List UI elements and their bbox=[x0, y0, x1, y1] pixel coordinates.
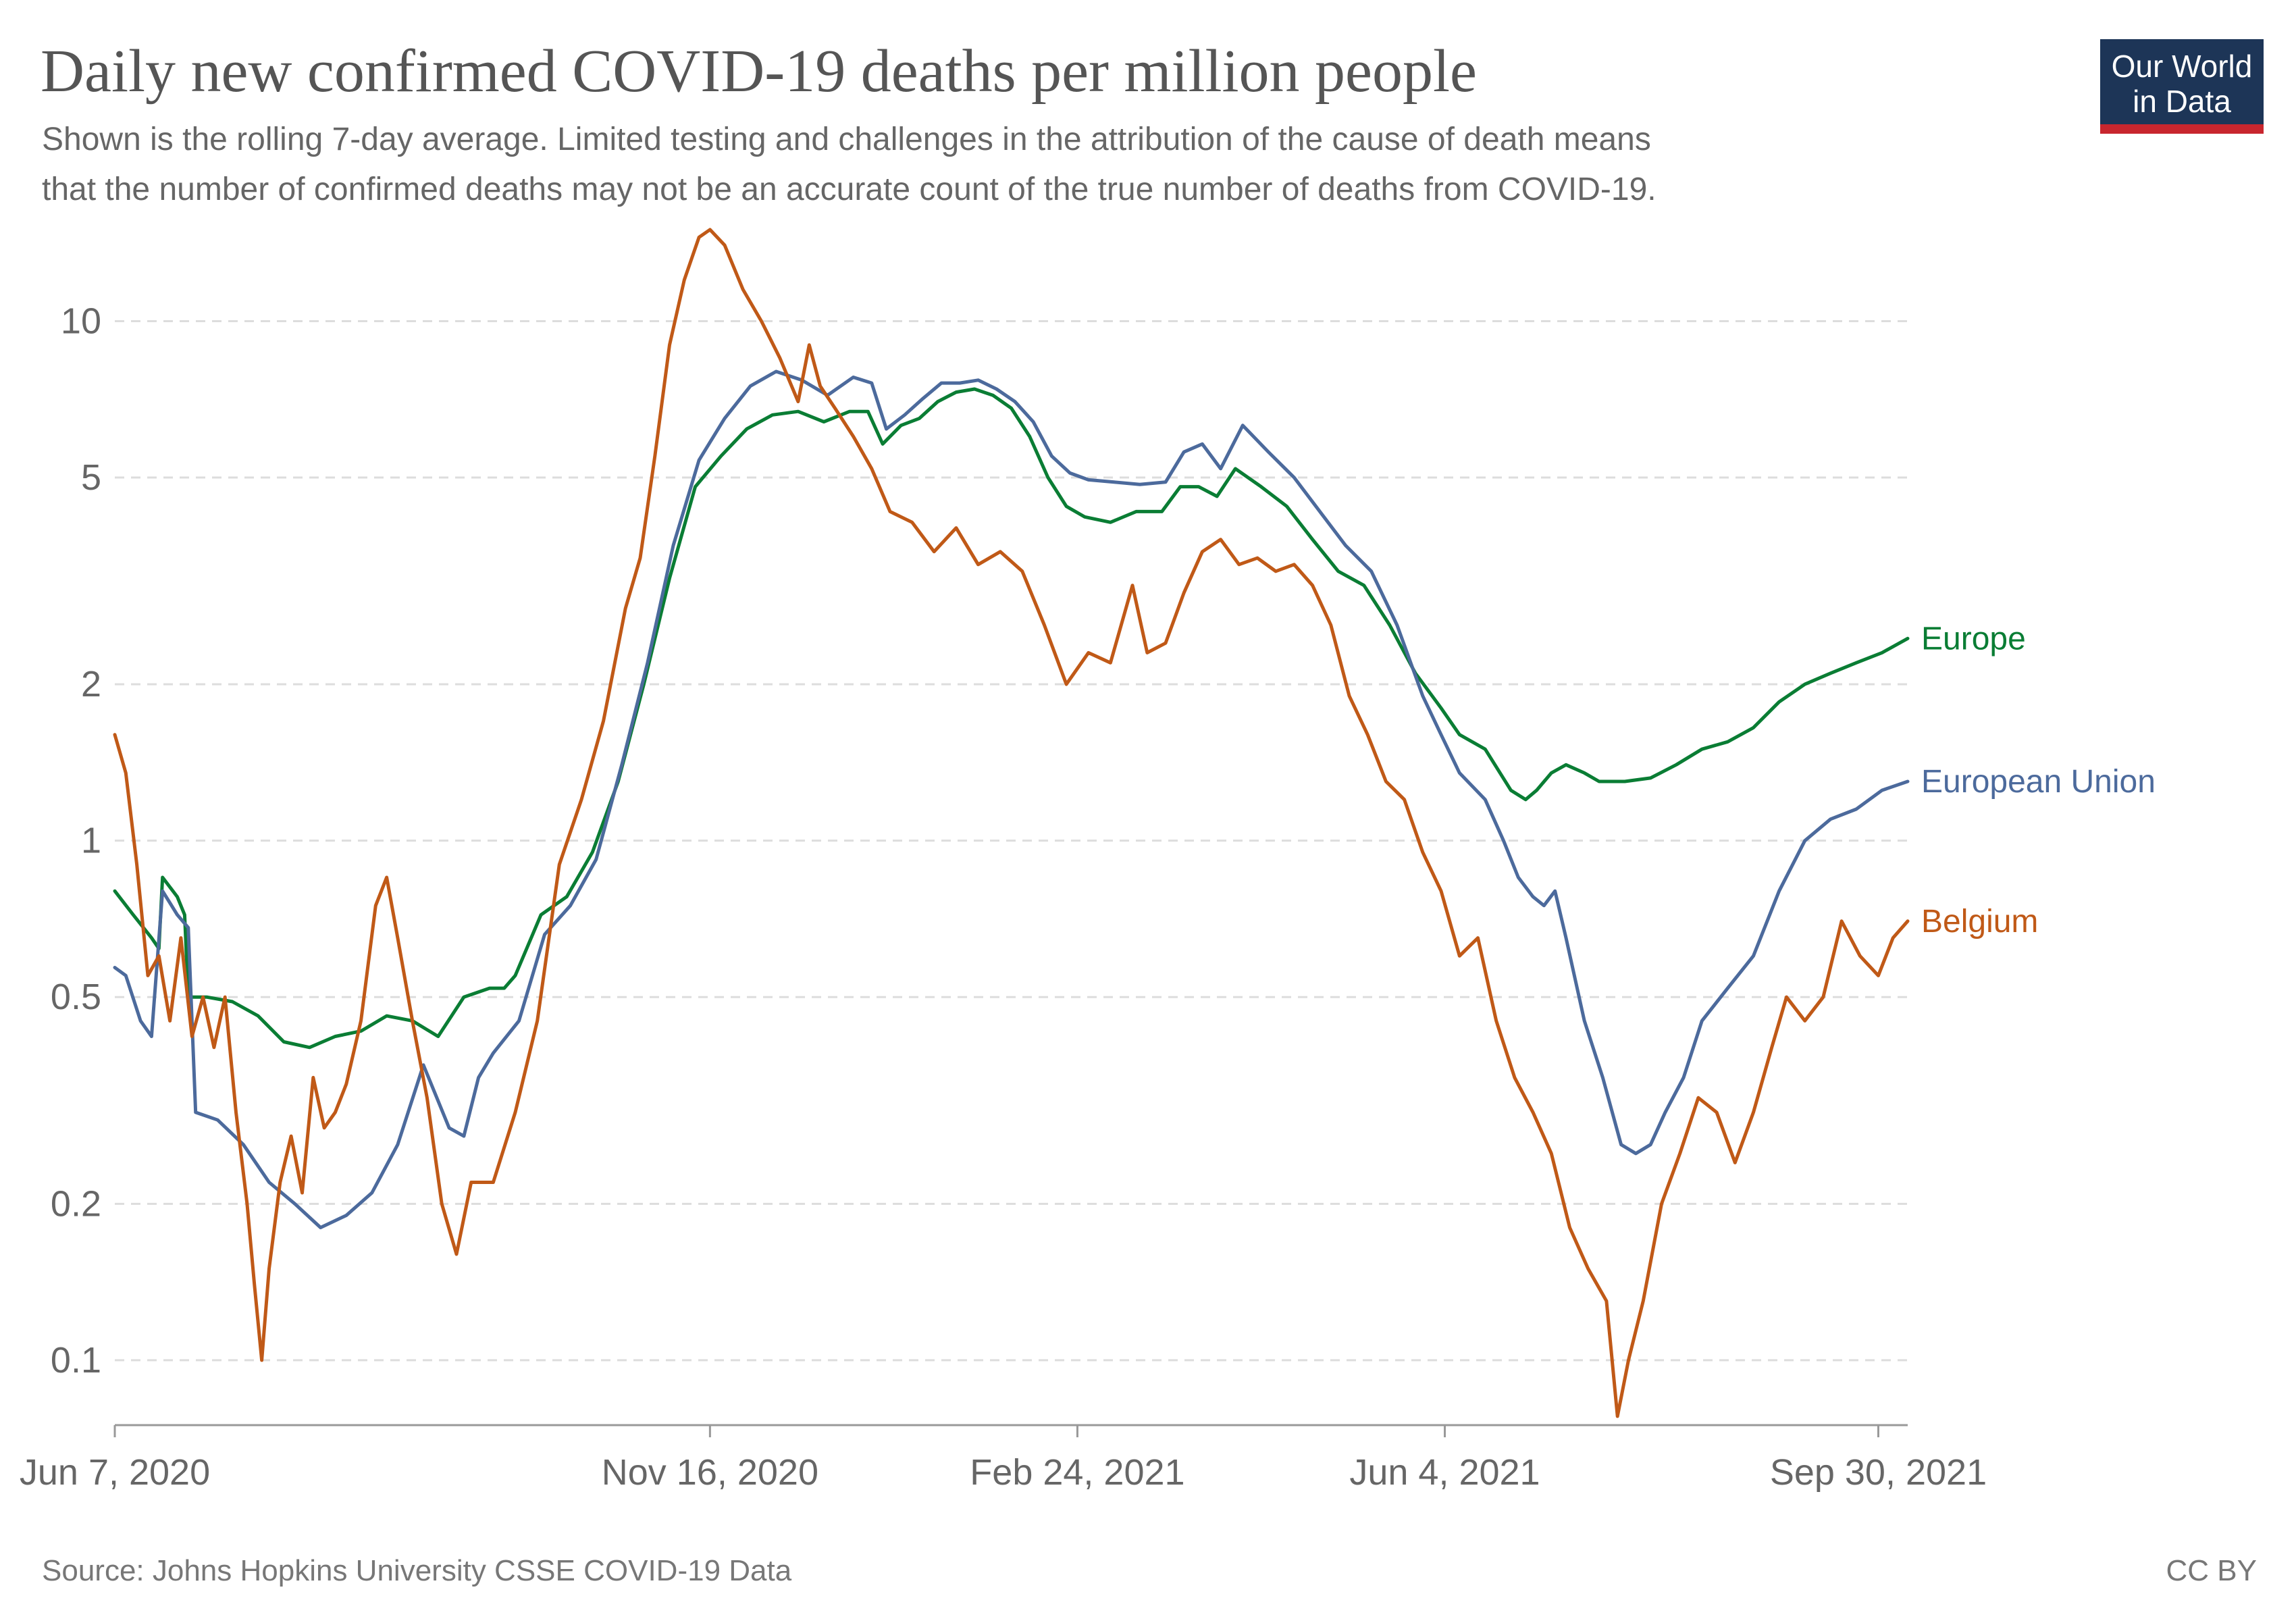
x-tick-label: Feb 24, 2021 bbox=[970, 1452, 1184, 1493]
chart-subtitle-line-2: that the number of confirmed deaths may … bbox=[42, 172, 1656, 207]
series-line-european-union bbox=[113, 369, 1910, 1229]
x-tick-label: Jun 4, 2021 bbox=[1349, 1452, 1540, 1493]
series-line-europe bbox=[113, 387, 1910, 1050]
y-tick-label: 0.1 bbox=[51, 1340, 101, 1381]
logo-text-line-2: in Data bbox=[2133, 84, 2231, 119]
y-tick-label: 1 bbox=[81, 821, 101, 861]
series-labels: Europe European Union Belgium bbox=[1921, 621, 2156, 940]
y-tick-label: 0.2 bbox=[51, 1183, 101, 1224]
y-tick-label: 5 bbox=[81, 457, 101, 498]
x-axis-ticks: Jun 7, 2020 Nov 16, 2020 Feb 24, 2021 Jun 4… bbox=[20, 1425, 1987, 1493]
series-label-europe: Europe bbox=[1921, 621, 2026, 657]
chart-subtitle-line-1: Shown is the rolling 7-day average. Limi… bbox=[42, 122, 1651, 157]
owid-logo[interactable]: Our World in Data bbox=[2100, 39, 2264, 134]
license-note[interactable]: CC BY bbox=[2166, 1554, 2257, 1587]
chart-title: Daily new confirmed COVID-19 deaths per … bbox=[41, 38, 1477, 105]
y-tick-label: 2 bbox=[81, 664, 101, 704]
logo-text-line-1: Our World bbox=[2112, 49, 2253, 84]
logo-background bbox=[2100, 39, 2264, 124]
y-tick-label: 0.5 bbox=[51, 977, 101, 1017]
y-axis-ticks: 0.1 0.2 0.5 1 2 5 10 bbox=[51, 301, 101, 1380]
series-line-belgium bbox=[113, 228, 1910, 1418]
x-tick-label: Jun 7, 2020 bbox=[20, 1452, 210, 1493]
source-note[interactable]: Source: Johns Hopkins University CSSE CO… bbox=[42, 1554, 792, 1587]
series-label-european-union: European Union bbox=[1921, 764, 2156, 800]
gridlines bbox=[115, 319, 1908, 1362]
series-lines bbox=[113, 228, 1910, 1418]
logo-accent-bar bbox=[2100, 124, 2264, 134]
series-label-belgium: Belgium bbox=[1921, 904, 2038, 940]
y-tick-label: 10 bbox=[61, 301, 101, 341]
x-tick-label: Sep 30, 2021 bbox=[1770, 1452, 1987, 1493]
x-tick-label: Nov 16, 2020 bbox=[602, 1452, 818, 1493]
